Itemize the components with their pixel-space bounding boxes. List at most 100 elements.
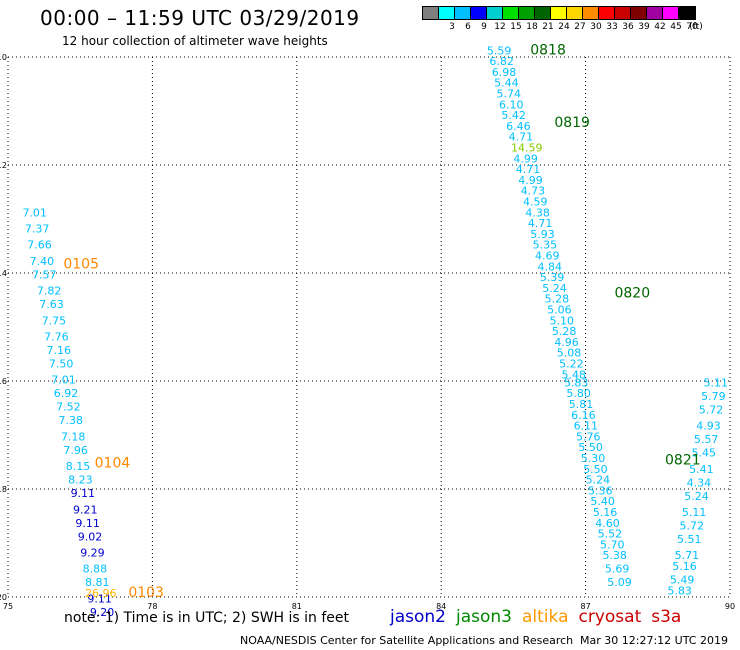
wave-height-value: 5.38 (602, 549, 627, 562)
legend-tick-label: 21 (542, 22, 554, 32)
pass-time-layer: 0105 0104 0103 0818 0819 0820 0821 (63, 42, 700, 601)
wave-height-value: 9.11 (87, 592, 112, 605)
wave-height-value: 6.98 (492, 66, 517, 79)
legend-swatch (583, 7, 599, 19)
wave-height-value: 7.63 (39, 298, 64, 311)
axis-labels: 75 78 81 84 87 90 -10 -12 -14 -16 -18 -20 (0, 53, 735, 611)
wave-height-value: 4.69 (535, 250, 560, 263)
wave-height-value: 5.41 (689, 463, 714, 476)
wave-height-value: 5.16 (593, 506, 618, 519)
wave-height-value: 5.45 (691, 447, 716, 460)
legend-swatch (567, 7, 583, 19)
legend-tick-label: 24 (558, 22, 570, 32)
wave-height-value: 7.40 (30, 255, 55, 268)
wave-height-value: 4.59 (523, 196, 548, 209)
wave-height-value: 5.50 (583, 463, 608, 476)
legend-tick-label: 3 (449, 22, 455, 32)
wave-height-value: 7.75 (42, 314, 66, 327)
legend-swatch (551, 7, 567, 19)
wave-height-value: 26.96 (85, 587, 117, 600)
wave-height-value: 5.81 (569, 398, 594, 411)
wave-height-value: 5.22 (559, 358, 584, 371)
legend-swatch (679, 7, 695, 19)
latitude-tick-label: -18 (0, 485, 7, 494)
legend-swatch (423, 7, 439, 19)
legend-swatch (631, 7, 647, 19)
wave-height-value: 7.66 (27, 239, 52, 252)
longitude-tick-label: 75 (3, 602, 13, 611)
wave-height-value: 5.39 (540, 271, 565, 284)
legend-swatch (503, 7, 519, 19)
satellite-label-jason3: jason3 (456, 607, 512, 627)
wave-height-value: 4.71 (509, 131, 534, 144)
legend-tick-label: 27 (574, 22, 586, 32)
legend-swatch (599, 7, 615, 19)
latitude-tick-label: -16 (0, 377, 7, 386)
wave-height-value: 4.60 (595, 517, 620, 530)
wave-height-value: 4.73 (521, 185, 546, 198)
satellite-label-cryosat: cryosat (578, 607, 642, 627)
wave-height-value: 8.15 (66, 460, 91, 473)
wave-height-value: 7.01 (22, 206, 47, 219)
legend-swatch (535, 7, 551, 19)
wave-height-value: 8.88 (83, 563, 108, 576)
legend-tick-label: 39 (638, 22, 650, 32)
wave-height-value: 7.76 (44, 331, 69, 344)
wave-height-value: 8.81 (85, 576, 110, 589)
wave-height-value: 5.59 (487, 44, 512, 57)
wave-height-value: 7.18 (61, 430, 86, 443)
legend-swatch (471, 7, 487, 19)
wave-height-value: 9.02 (78, 530, 103, 543)
wave-height-value: 5.49 (670, 574, 695, 587)
wave-height-value: 9.21 (73, 503, 98, 516)
pass-time-label: 0819 (554, 115, 590, 131)
wave-height-value: 4.99 (513, 152, 538, 165)
wave-height-value: 5.24 (684, 490, 709, 503)
wave-height-value: 5.74 (497, 88, 522, 101)
wave-height-value: 7.82 (37, 285, 62, 298)
wave-height-value: 9.20 (90, 606, 115, 619)
wave-height-value: 5.40 (590, 495, 615, 508)
pass-time-label: 0818 (530, 42, 566, 58)
pass-time-label: 0103 (128, 585, 164, 601)
wave-height-value: 5.42 (501, 109, 526, 122)
wave-height-value: 5.11 (704, 376, 729, 389)
wave-height-value: 6.46 (506, 120, 531, 133)
legend-swatch (663, 7, 679, 19)
wave-height-value: 4.84 (537, 260, 562, 273)
wave-height-value: 6.11 (574, 420, 599, 433)
latitude-tick-label: -12 (0, 161, 7, 170)
wave-height-value: 7.16 (47, 344, 72, 357)
wave-height-value: 5.28 (552, 325, 577, 338)
satellite-legend: jason2 jason3 altika cryosat s3a (390, 607, 691, 627)
legend-unit-label: (ft) (689, 22, 703, 32)
pass-time-label: 0104 (95, 455, 131, 471)
legend-tick-label: 42 (654, 22, 666, 32)
longitude-tick-label: 87 (581, 602, 591, 611)
wave-height-value: 8.23 (68, 474, 93, 487)
legend-swatch (439, 7, 455, 19)
wave-height-value: 9.11 (75, 517, 100, 530)
legend-color-bar (422, 6, 696, 20)
wave-height-value: 5.11 (682, 506, 707, 519)
wave-height-value: 5.06 (547, 304, 572, 317)
legend-swatch (615, 7, 631, 19)
generation-timestamp: Mar 30 12:27:12 UTC 2019 (580, 634, 728, 647)
wave-height-value: 5.80 (566, 387, 591, 400)
longitude-tick-label: 90 (725, 602, 735, 611)
wave-height-value: 4.34 (687, 476, 712, 489)
wave-height-value: 5.16 (672, 560, 697, 573)
wave-height-value: 4.71 (516, 163, 541, 176)
wave-height-value: 4.99 (518, 174, 543, 187)
legend-swatch (647, 7, 663, 19)
pass-time-label: 0821 (665, 453, 701, 469)
wave-height-value: 4.96 (554, 336, 579, 349)
wave-height-value: 6.92 (54, 387, 79, 400)
wave-height-value: 9.29 (80, 547, 105, 560)
longitude-tick-label: 81 (292, 602, 302, 611)
wave-height-value: 5.48 (562, 368, 587, 381)
wave-height-value: 5.24 (586, 474, 611, 487)
wave-height-value: 5.50 (578, 441, 603, 454)
latitude-tick-label: -20 (0, 593, 7, 602)
